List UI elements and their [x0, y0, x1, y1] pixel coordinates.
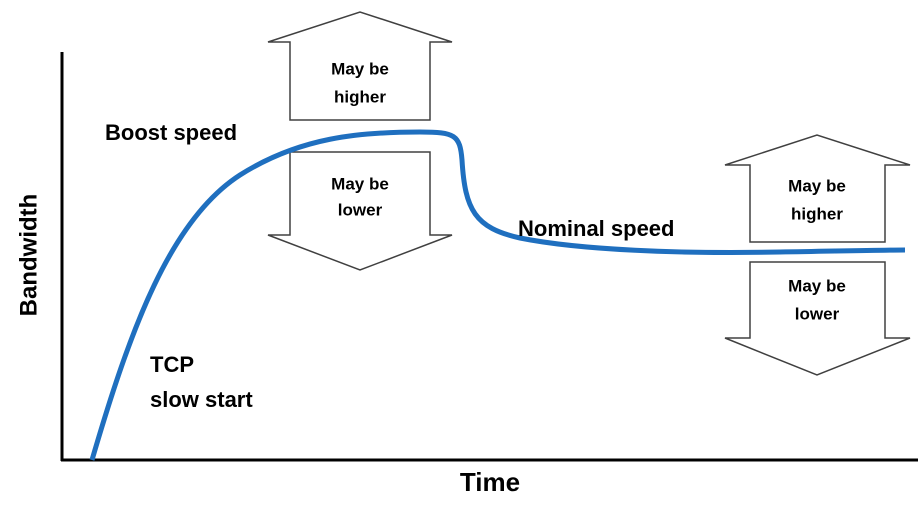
annotation: slow start [150, 387, 253, 412]
annotation: TCP [150, 352, 194, 377]
down-arrow [724, 261, 911, 376]
arrow-text: higher [334, 87, 386, 106]
up-arrow [724, 134, 911, 243]
up-arrow [267, 11, 453, 121]
down-arrow [267, 151, 453, 271]
arrow-text: lower [795, 304, 840, 323]
arrow-text: lower [338, 200, 383, 219]
annotation: Boost speed [105, 120, 237, 145]
arrow-text: May be [331, 174, 389, 193]
arrow-text: May be [788, 276, 846, 295]
x-axis-label: Time [460, 467, 520, 497]
arrow-text: May be [331, 59, 389, 78]
bandwidth-curve [89, 129, 906, 461]
arrow-text: May be [788, 176, 846, 195]
arrow-text: higher [791, 204, 843, 223]
annotation: Nominal speed [518, 216, 674, 241]
y-axis-label: Bandwidth [15, 194, 42, 317]
